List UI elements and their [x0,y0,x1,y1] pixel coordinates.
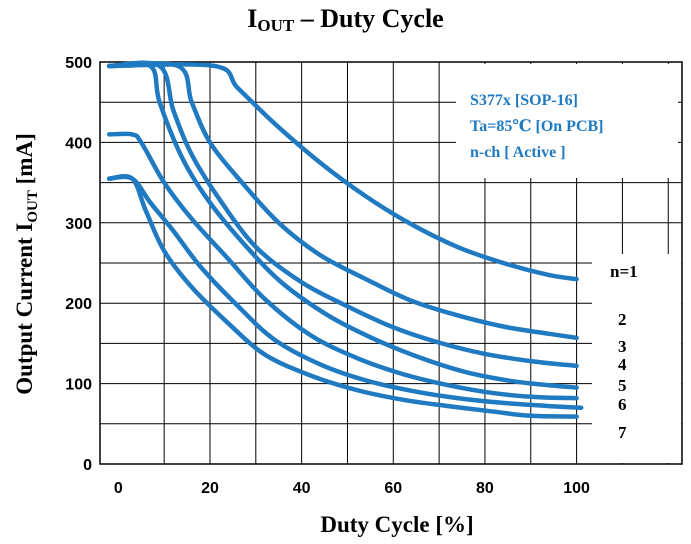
series-label-6: 6 [618,395,627,414]
y-tick-label: 500 [65,55,92,72]
annotation-channel: n-ch [ Active ] [470,144,566,161]
x-tick-label: 40 [293,480,311,497]
series-label-7: 7 [618,423,627,442]
x-tick-label: 60 [384,480,402,497]
series-label-2: 2 [618,310,627,329]
series-line-6 [106,174,584,410]
series-line-4 [106,61,579,390]
series-line-3 [106,60,579,369]
series-layer [106,60,584,419]
series-line-5 [106,131,579,401]
annotation-box [456,64,678,178]
tick-labels: 0 20 40 60 80 100 0 100 200 300 400 500 [65,55,590,497]
x-tick-label: 0 [114,480,123,497]
y-axis-label: Output Current IOUT [mA] [12,133,41,394]
series-label-1: n=1 [610,262,638,281]
series-label-background [592,254,681,463]
y-tick-label: 200 [65,296,92,313]
annotation-temperature: Ta=85℃ [On PCB] [470,118,604,135]
series-line-7 [106,173,579,419]
series-labels: n=1 2 34 56 7 [610,262,638,442]
annotation-device: S377x [SOP-16] [470,92,578,109]
series-label-3: 3 [618,337,627,356]
x-tick-label: 100 [563,480,590,497]
x-tick-label: 20 [201,480,219,497]
plot-frame [99,61,683,465]
series-label-5: 5 [618,376,627,395]
x-tick-label: 80 [476,480,494,497]
series-line-1 [106,62,579,282]
series-label-4: 4 [618,355,627,374]
chart-title: IOUT – Duty Cycle [247,4,444,35]
series-line-2 [106,61,579,341]
y-tick-label: 100 [65,377,92,394]
y-tick-label: 400 [65,135,92,152]
y-tick-label: 300 [65,216,92,233]
x-axis-label: Duty Cycle [%] [320,512,473,537]
y-tick-label: 0 [83,457,92,474]
